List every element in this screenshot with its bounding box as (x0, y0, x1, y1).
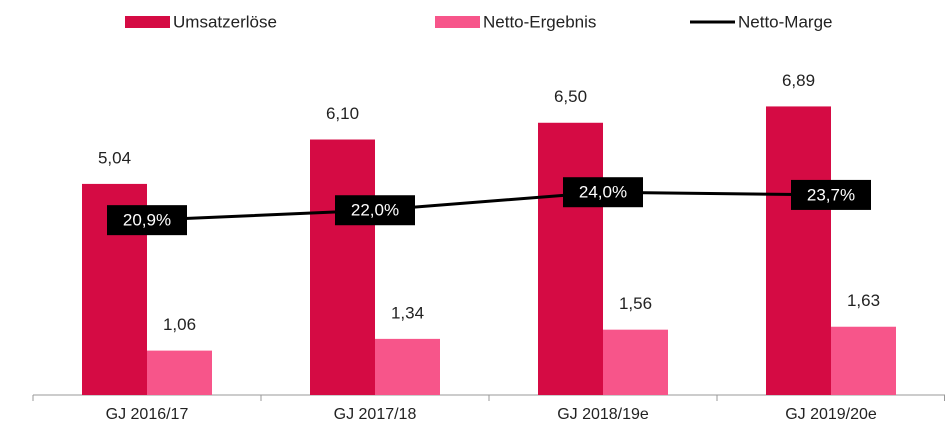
value-label: 1,34 (391, 303, 424, 322)
value-label: 1,06 (163, 315, 196, 334)
line-label: 20,9% (123, 211, 171, 230)
value-label: 6,89 (782, 71, 815, 90)
line (146, 190, 832, 222)
line-label: 24,0% (579, 183, 627, 202)
value-label: 5,04 (98, 148, 131, 167)
x-tick-label: GJ 2018/19e (557, 406, 649, 423)
bar (375, 338, 440, 395)
legend-swatch (435, 16, 480, 28)
value-label: 1,56 (619, 294, 652, 313)
legend-label: Netto-Ergebnis (483, 12, 596, 31)
bar (310, 139, 375, 395)
legend-label: Umsatzerlöse (173, 12, 277, 31)
bar (147, 350, 212, 395)
value-label: 6,50 (554, 87, 587, 106)
value-label: 6,10 (326, 104, 359, 123)
legend-label: Netto-Marge (738, 12, 832, 31)
line-label: 23,7% (807, 185, 855, 204)
legend-swatch (125, 16, 170, 28)
x-tick-label: GJ 2016/17 (106, 406, 189, 423)
value-label: 1,63 (847, 291, 880, 310)
x-tick-label: GJ 2017/18 (334, 406, 417, 423)
x-tick-label: GJ 2019/20e (785, 406, 877, 423)
line-label-box (107, 205, 187, 236)
line-label-box (563, 177, 643, 208)
bar (831, 326, 896, 395)
line-label-box (335, 195, 415, 226)
bar (538, 122, 603, 395)
line-label: 22,0% (351, 201, 399, 220)
line-label-box (791, 179, 871, 210)
bar (766, 106, 831, 395)
bar (603, 329, 668, 395)
